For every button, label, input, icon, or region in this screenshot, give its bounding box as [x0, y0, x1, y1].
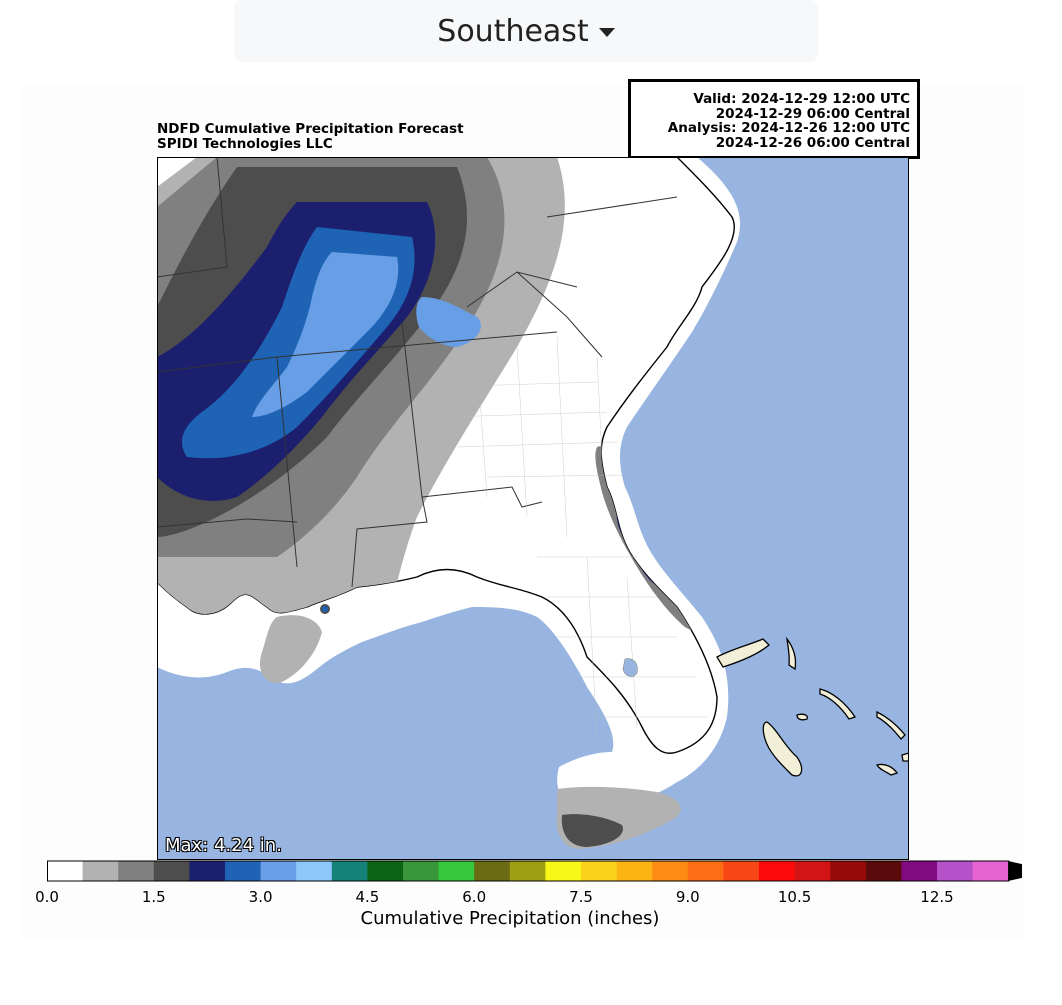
offshore-precip-south-dark	[561, 814, 623, 847]
lake-okeechobee	[622, 658, 638, 677]
colorbar-tick-label: 1.5	[141, 888, 166, 906]
colorbar-bin	[545, 861, 582, 881]
analysis-utc: Analysis: 2024-12-26 12:00 UTC	[667, 120, 910, 136]
colorbar-tick-label: 0.0	[35, 888, 59, 906]
max-precip-label: Max: 4.24 in.	[165, 835, 282, 856]
colorbar-tick-label: 9.0	[675, 888, 700, 906]
analysis-central: 2024-12-26 06:00 Central	[715, 134, 910, 151]
colorbar-bin	[331, 861, 368, 881]
colorbar-bin	[830, 861, 867, 881]
county-lines	[436, 336, 707, 738]
colorbar-bin	[581, 861, 618, 881]
colorbar-bin	[723, 861, 760, 881]
state-borders	[157, 157, 678, 588]
colorbar-bin	[367, 861, 404, 881]
colorbar-bin	[403, 861, 440, 881]
colorbar-bin	[652, 861, 689, 881]
colorbar-bin	[616, 861, 653, 881]
offshore-precip-gulf	[259, 615, 322, 683]
gulf-cell	[320, 604, 330, 614]
valid-central: 2024-12-29 06:00 Central	[715, 105, 910, 122]
colorbar-bin	[759, 861, 796, 881]
bahamas-islands	[716, 636, 909, 777]
colorbar-ticks: 0.0 1.5 3.0 4.5 6.0 7.5 9.0 10.5 12.5	[0, 888, 1062, 908]
colorbar-bin	[438, 861, 475, 881]
colorbar-bin	[794, 861, 831, 881]
colorbar-bin	[189, 861, 226, 881]
colorbar-tick-label: 10.5	[777, 888, 812, 906]
colorbar-bin	[153, 861, 190, 881]
map-title: NDFD Cumulative Precipitation Forecast S…	[157, 122, 464, 152]
colorbar-bin	[687, 861, 724, 881]
precipitation-map	[157, 157, 909, 860]
map-title-line2: SPIDI Technologies LLC	[157, 136, 333, 152]
precip-shading	[157, 157, 698, 631]
colorbar-title: Cumulative Precipitation (inches)	[360, 908, 660, 929]
colorbar-tick-label: 7.5	[569, 888, 593, 906]
colorbar-bin	[47, 861, 84, 881]
valid-time-box: Valid: 2024-12-29 12:00 UTC 2024-12-29 0…	[628, 79, 920, 159]
map-title-line1: NDFD Cumulative Precipitation Forecast	[157, 121, 464, 137]
colorbar-bin	[82, 861, 119, 881]
colorbar-bin	[937, 861, 974, 881]
colorbar	[47, 860, 1022, 882]
colorbar-bin	[509, 861, 546, 881]
region-dropdown-label: Southeast	[437, 13, 589, 49]
valid-utc: Valid: 2024-12-29 12:00 UTC	[693, 91, 910, 107]
colorbar-bin	[901, 861, 938, 881]
colorbar-tick-label: 6.0	[462, 888, 487, 906]
colorbar-bin	[118, 861, 155, 881]
colorbar-bin	[296, 861, 333, 881]
colorbar-bin	[865, 861, 902, 881]
caret-down-icon	[598, 27, 615, 37]
colorbar-bin	[225, 861, 262, 881]
colorbar-bin	[474, 861, 511, 881]
colorbar-tick-label: 12.5	[920, 888, 954, 906]
colorbar-tick-label: 4.5	[355, 888, 380, 906]
colorbar-bin	[260, 861, 297, 881]
map-frame	[157, 157, 909, 860]
colorbar-bin	[972, 861, 1009, 881]
region-dropdown[interactable]: Southeast	[234, 0, 818, 62]
colorbar-tick-label: 3.0	[248, 888, 273, 906]
colorbar-extend-arrow	[1008, 861, 1022, 881]
